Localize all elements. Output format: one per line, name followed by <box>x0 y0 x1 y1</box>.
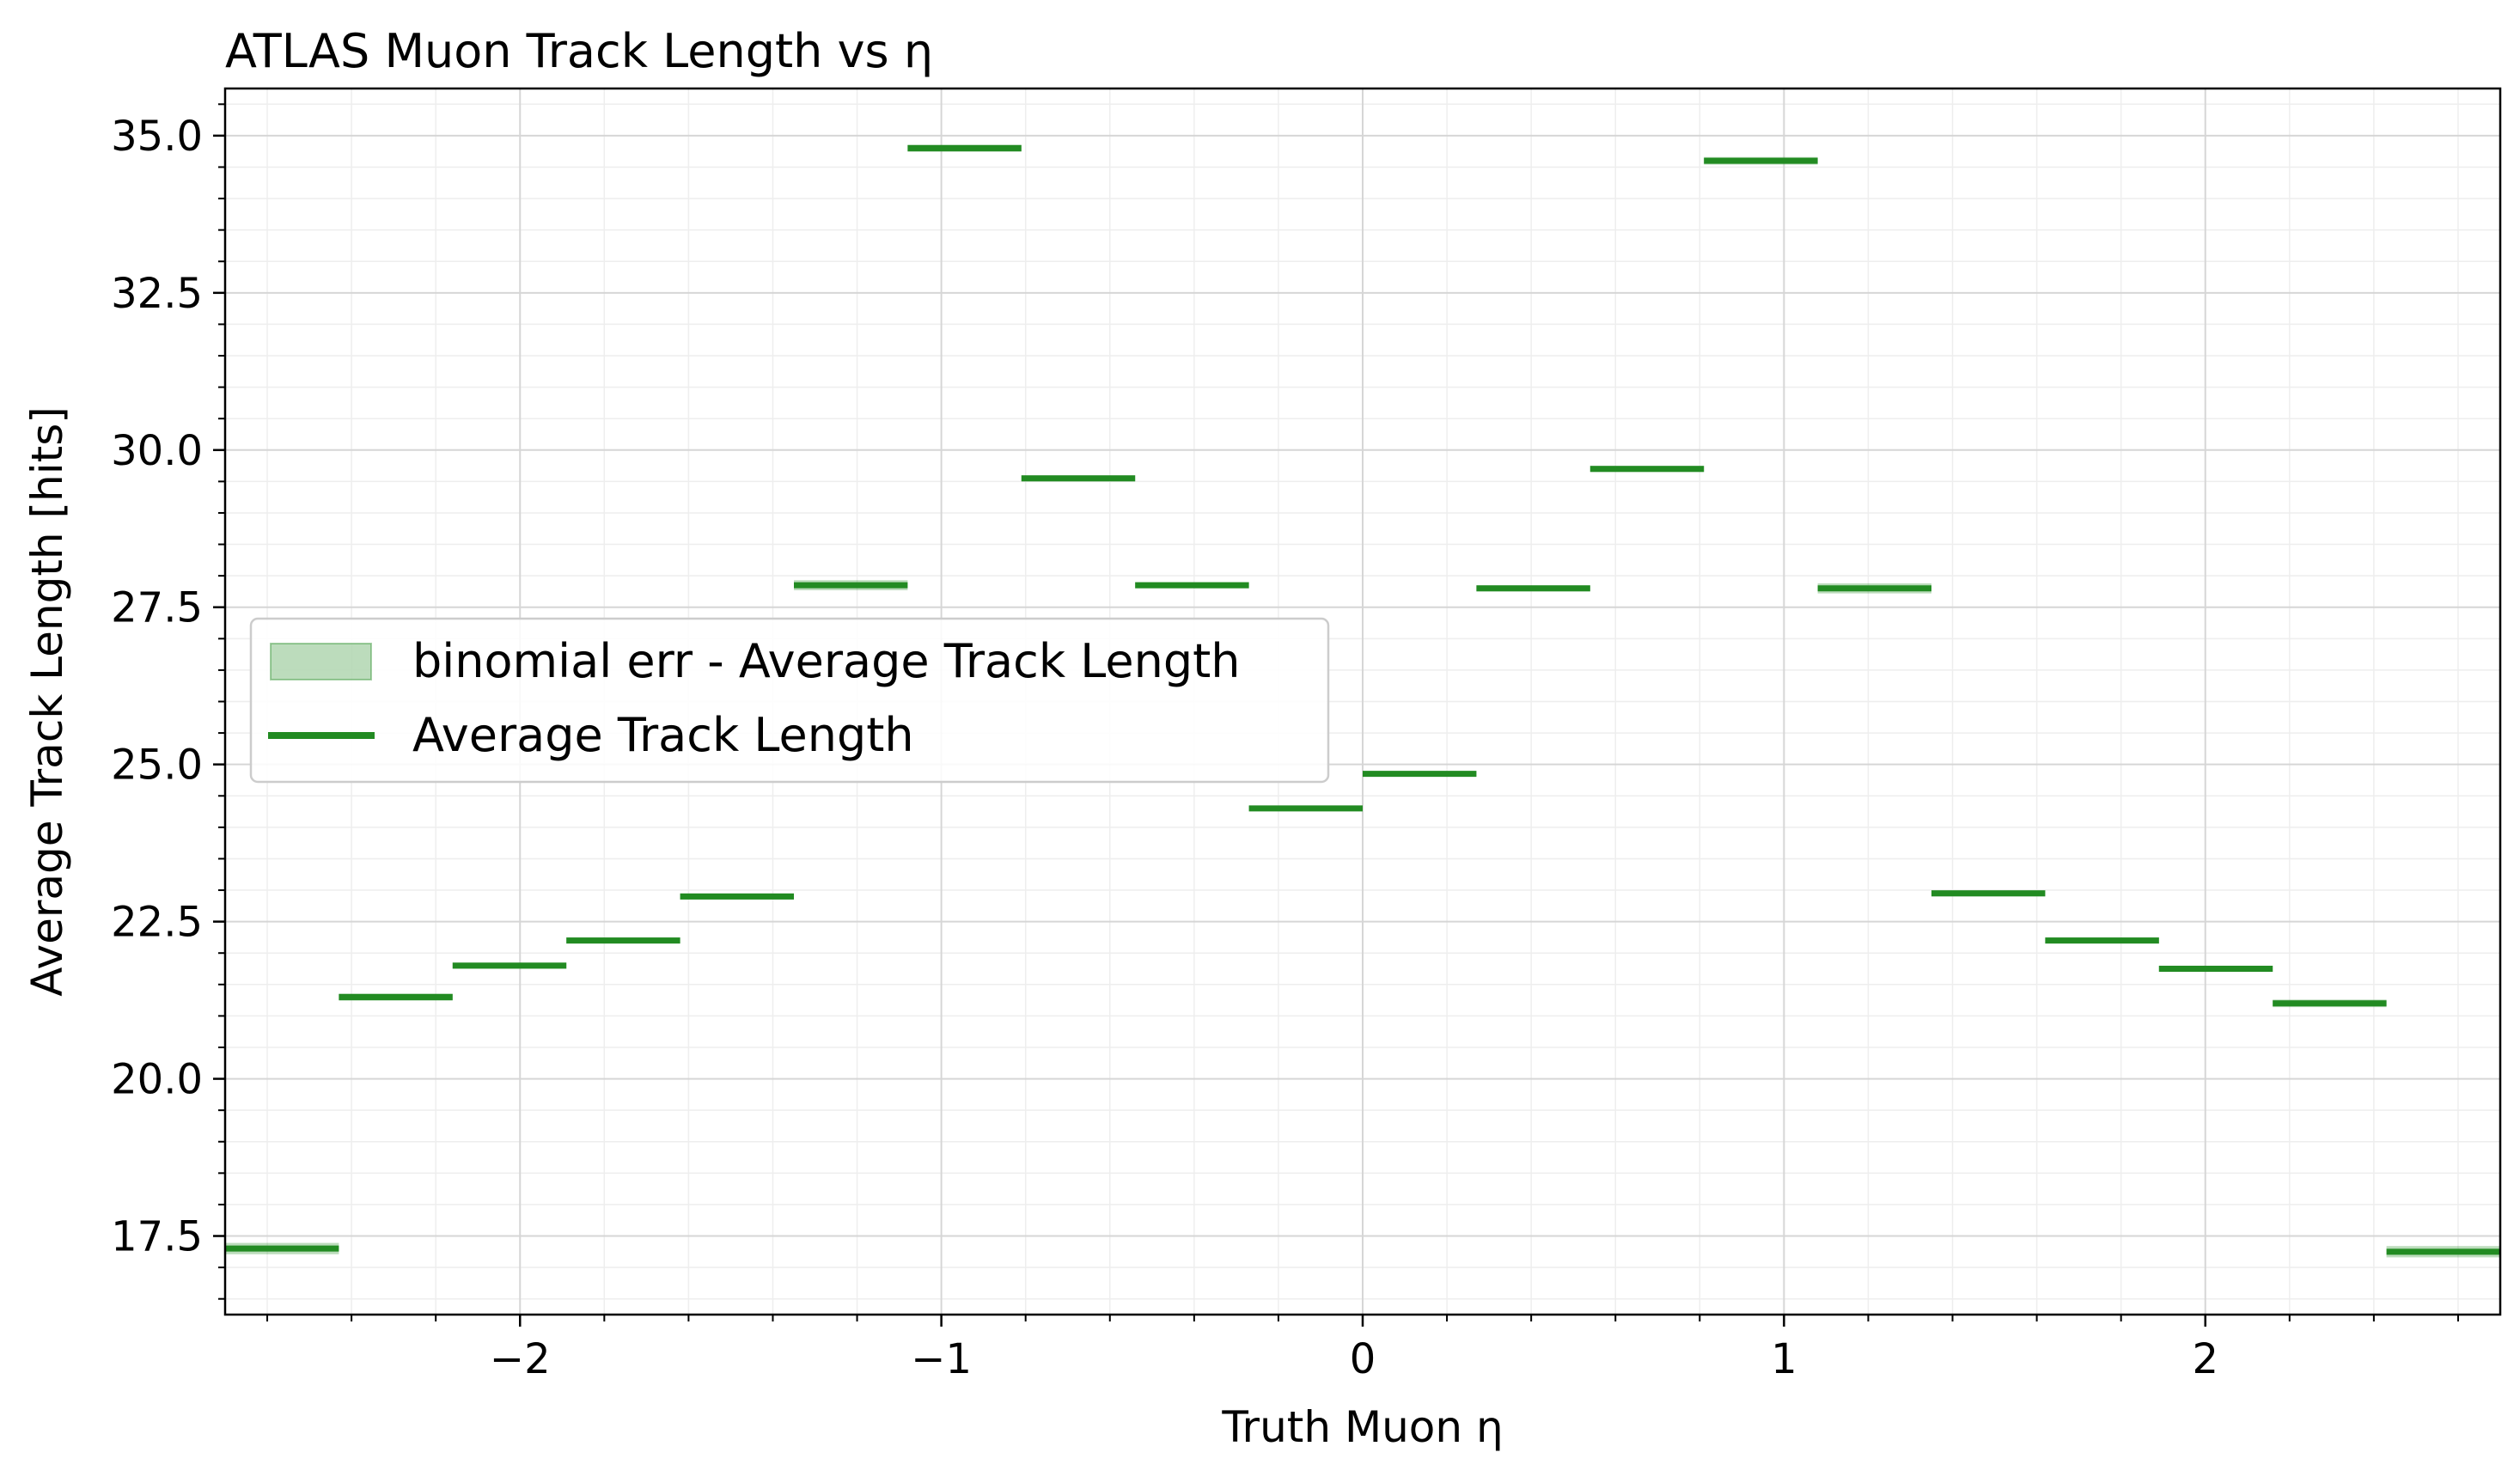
y-tick-label: 17.5 <box>111 1213 203 1261</box>
x-axis-ticks: −2 −1 0 1 2 <box>266 1315 2459 1383</box>
x-tick-label: −1 <box>911 1335 972 1383</box>
series-lines <box>225 145 2500 1255</box>
x-axis-label: Truth Muon η <box>1221 1402 1503 1452</box>
y-tick-label: 35.0 <box>111 113 203 161</box>
y-tick-label: 20.0 <box>111 1056 203 1104</box>
x-tick-label: −2 <box>490 1335 551 1383</box>
y-axis-ticks: 17.5 20.0 22.5 25.0 27.5 30.0 32.5 35.0 <box>111 103 225 1300</box>
legend-band-label: binomial err - Average Track Length <box>412 634 1241 688</box>
legend-band-swatch <box>270 643 372 680</box>
legend-frame <box>249 617 1330 784</box>
x-tick-label: 0 <box>1350 1335 1376 1383</box>
x-tick-label: 1 <box>1771 1335 1797 1383</box>
y-axis-label: Average Track Length [hits] <box>22 406 72 997</box>
y-tick-label: 22.5 <box>111 899 203 947</box>
chart-title: ATLAS Muon Track Length vs η <box>225 24 933 78</box>
y-tick-label: 32.5 <box>111 270 203 318</box>
x-tick-label: 2 <box>2192 1335 2218 1383</box>
legend-line-label: Average Track Length <box>412 708 914 762</box>
y-tick-label: 25.0 <box>111 742 203 790</box>
legend: binomial err - Average Track Length Aver… <box>249 617 1330 784</box>
y-tick-label: 27.5 <box>111 584 203 632</box>
y-tick-label: 30.0 <box>111 427 203 475</box>
